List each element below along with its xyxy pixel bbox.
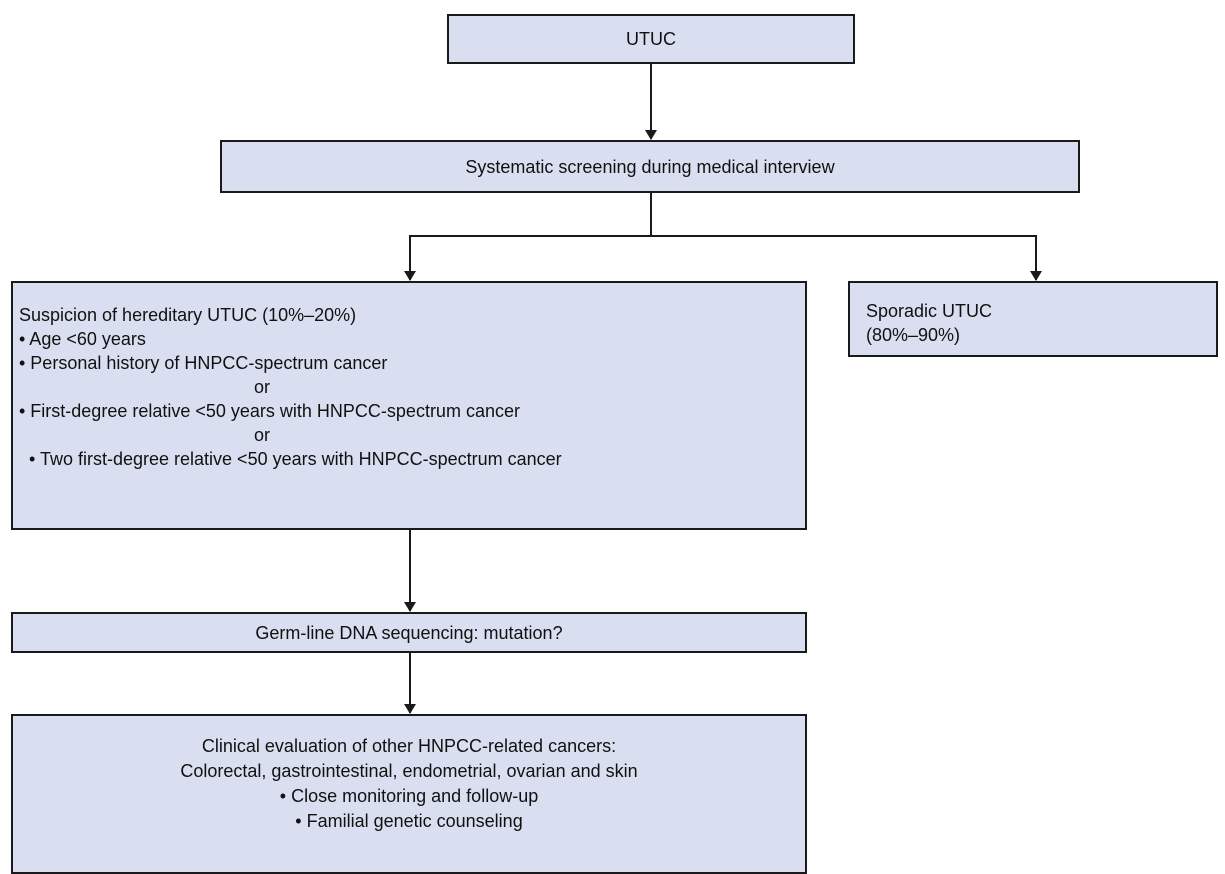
criterion-personal-history: • Personal history of HNPCC-spectrum can… <box>19 353 388 373</box>
node-sporadic-percent: (80%–90%) <box>866 325 961 345</box>
connector-layer <box>404 64 1042 714</box>
clinical-heading: Clinical evaluation of other HNPCC-relat… <box>201 736 617 756</box>
node-utuc-label: UTUC <box>626 29 676 49</box>
criterion-first-degree-relative: • First-degree relative <50 years with H… <box>19 401 520 421</box>
clinical-monitoring: • Close monitoring and follow-up <box>279 786 539 806</box>
node-utuc: UTUC <box>447 14 855 64</box>
node-sporadic-title: Sporadic UTUC <box>866 301 993 321</box>
node-screening-label: Systematic screening during medical inte… <box>465 156 835 177</box>
node-sporadic: Sporadic UTUC (80%–90%) <box>848 281 1218 357</box>
node-screening: Systematic screening during medical inte… <box>220 140 1080 193</box>
node-suspicion-title: Suspicion of hereditary UTUC (10%–20%) <box>19 305 357 325</box>
criterion-two-relatives: • Two first-degree relative <50 years wi… <box>29 449 562 469</box>
criterion-age: • Age <60 years <box>19 329 146 349</box>
node-clinical: Clinical evaluation of other HNPCC-relat… <box>11 714 807 874</box>
clinical-counseling: • Familial genetic counseling <box>295 811 523 831</box>
criterion-or-1: or <box>254 377 271 397</box>
clinical-cancer-types: Colorectal, gastrointestinal, endometria… <box>180 761 638 781</box>
node-germline-label: Germ-line DNA sequencing: mutation? <box>255 622 563 643</box>
criterion-or-2: or <box>254 425 271 445</box>
node-germline: Germ-line DNA sequencing: mutation? <box>11 612 807 653</box>
node-suspicion: Suspicion of hereditary UTUC (10%–20%) •… <box>11 281 807 530</box>
